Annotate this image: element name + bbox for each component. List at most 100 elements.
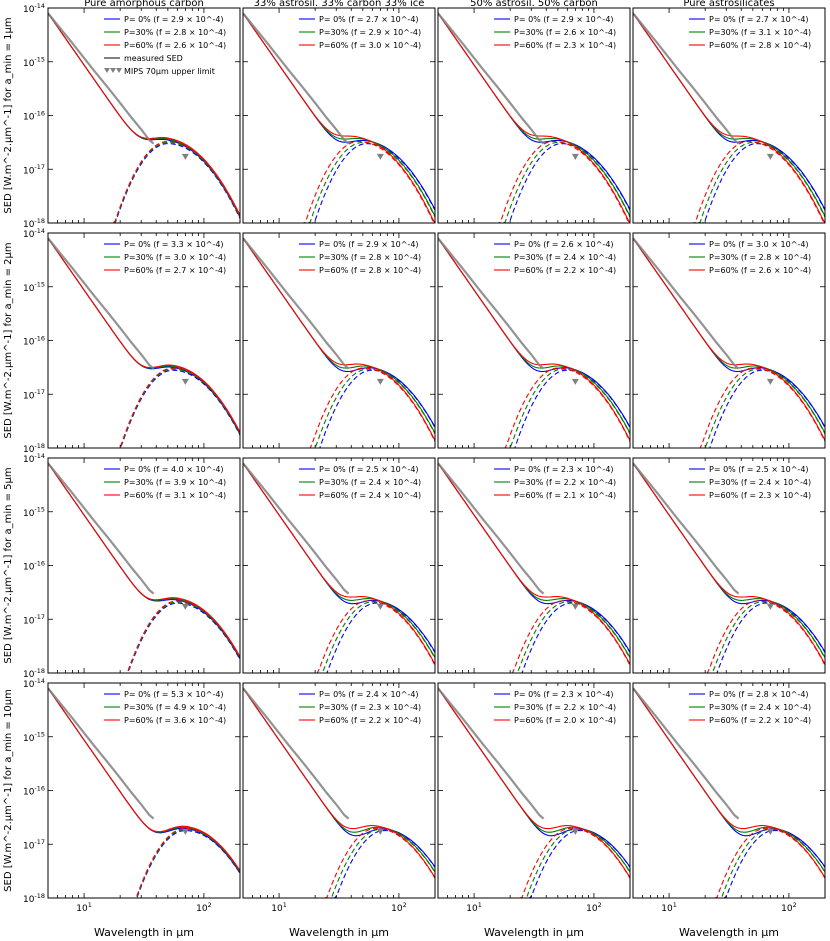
y-tick-label-exp: -15 (34, 281, 45, 289)
plot-area (243, 687, 435, 898)
x-axis-label: Wavelength in μm (679, 926, 779, 939)
column-title: Pure astrosilicates (683, 0, 774, 9)
plot-area (438, 462, 630, 673)
dust-component-P0 (495, 143, 630, 223)
plot-area (48, 687, 240, 898)
y-tick-label: 10-17 (23, 613, 45, 626)
mips-upper-limit-marker (181, 828, 189, 835)
x-tick-label-base: 10 (781, 904, 793, 914)
x-tick-label-exp: 2 (208, 901, 212, 909)
x-tick-label-base: 10 (271, 904, 283, 914)
y-tick-label-exp: -14 (34, 677, 45, 685)
legend-label: P=30% (f = 2.2 × 10^-4) (514, 703, 616, 712)
plot-area (243, 237, 435, 448)
legend-label: P=30% (f = 3.9 × 10^-4) (124, 478, 226, 487)
y-tick-label-exp: -15 (34, 731, 45, 739)
legend-label: P= 0% (f = 2.3 × 10^-4) (514, 465, 614, 474)
legend-label: P=60% (f = 2.8 × 10^-4) (319, 266, 421, 275)
y-tick-label-base: 10 (23, 113, 35, 123)
measured-sed (48, 12, 155, 145)
dust-component-P0 (105, 602, 240, 673)
legend-label: P=60% (f = 3.0 × 10^-4) (319, 41, 421, 50)
x-tick-label-exp: 2 (793, 901, 797, 909)
legend-label: P=60% (f = 2.3 × 10^-4) (514, 41, 616, 50)
y-tick-label-base: 10 (23, 445, 35, 455)
y-tick-label-exp: -15 (34, 506, 45, 514)
legend-label: P=30% (f = 2.8 × 10^-4) (319, 253, 421, 262)
y-tick-label: 10-14 (23, 677, 45, 690)
mips-upper-limit-marker (181, 603, 189, 610)
legend-label: P=30% (f = 3.1 × 10^-4) (709, 28, 811, 37)
dust-component-P60 (300, 827, 435, 898)
model-sed-P60 (48, 687, 240, 872)
x-tick-label-exp: 1 (673, 901, 677, 909)
model-sed-P60 (243, 462, 435, 665)
measured-sed (243, 462, 350, 595)
legend-label: P=60% (f = 2.8 × 10^-4) (709, 41, 811, 50)
model-sed-P60 (438, 462, 630, 665)
panel: P= 0% (f = 2.7 × 10^-4) P=30% (f = 3.1 × … (632, 7, 826, 224)
x-tick-label-base: 10 (661, 904, 673, 914)
dust-component-P30 (495, 141, 630, 223)
x-tick-label-base: 10 (391, 904, 403, 914)
y-tick-label: 10-16 (23, 784, 45, 797)
dust-component-P0 (690, 829, 825, 898)
y-tick-label-base: 10 (23, 455, 35, 465)
x-tick-label-exp: 2 (598, 901, 602, 909)
mips-upper-limit-marker (571, 828, 579, 835)
panel: P= 0% (f = 3.0 × 10^-4) P=30% (f = 2.8 × … (632, 232, 826, 449)
dust-component-P60 (105, 600, 240, 673)
legend-label: P=30% (f = 2.4 × 10^-4) (709, 478, 811, 487)
dust-component-P30 (300, 141, 435, 223)
mips-upper-limit-marker (376, 828, 384, 835)
x-tick-label: 101 (76, 901, 92, 914)
y-tick-label-base: 10 (23, 563, 35, 573)
x-tick-label-exp: 1 (283, 901, 287, 909)
measured-sed (243, 237, 350, 370)
x-tick-label: 102 (196, 901, 212, 914)
legend-label: P= 0% (f = 3.3 × 10^-4) (124, 240, 224, 249)
panel: P= 0% (f = 2.5 × 10^-4) P=30% (f = 2.4 × … (632, 457, 826, 674)
legend-label: P=30% (f = 3.0 × 10^-4) (124, 253, 226, 262)
dust-component-P0 (105, 829, 240, 898)
y-tick-label-base: 10 (23, 5, 35, 15)
legend-label-measured: measured SED (124, 54, 183, 63)
dust-component-P30 (105, 601, 240, 673)
legend-label: P= 0% (f = 2.5 × 10^-4) (319, 465, 419, 474)
plot-area (48, 12, 240, 223)
legend-label: P=30% (f = 2.4 × 10^-4) (709, 703, 811, 712)
plot-area (633, 462, 825, 673)
mips-upper-limit-marker (181, 153, 189, 160)
dust-component-P30 (690, 141, 825, 223)
legend-label: P=60% (f = 2.3 × 10^-4) (709, 491, 811, 500)
y-tick-label-base: 10 (23, 166, 35, 176)
legend-label: P= 0% (f = 2.8 × 10^-4) (709, 690, 809, 699)
y-tick-label: 10-16 (23, 109, 45, 122)
y-tick-label-exp: -16 (34, 109, 45, 117)
legend-label: P=30% (f = 2.4 × 10^-4) (319, 478, 421, 487)
mips-upper-limit-marker (181, 378, 189, 385)
legend-label: P=60% (f = 3.6 × 10^-4) (124, 716, 226, 725)
measured-sed (633, 687, 740, 820)
column-title: 50% astrosil. 50% carbon (470, 0, 598, 9)
legend-label: P=60% (f = 2.4 × 10^-4) (319, 491, 421, 500)
y-tick-label: 10-17 (23, 838, 45, 851)
dust-component-P30 (495, 601, 630, 673)
legend-label: P= 0% (f = 2.5 × 10^-4) (709, 465, 809, 474)
dust-component-P0 (300, 602, 435, 673)
dust-component-P0 (300, 829, 435, 898)
x-tick-label-exp: 2 (403, 901, 407, 909)
model-sed-P60 (438, 12, 630, 223)
x-tick-label-base: 10 (466, 904, 478, 914)
dust-component-P0 (300, 369, 435, 448)
y-tick-label-exp: -14 (34, 452, 45, 460)
dust-component-P0 (690, 143, 825, 223)
dust-component-P30 (105, 141, 240, 223)
plot-area (438, 687, 630, 898)
legend-label: P=60% (f = 2.2 × 10^-4) (709, 716, 811, 725)
y-tick-label: 10-15 (23, 56, 45, 69)
plot-area (633, 12, 825, 223)
